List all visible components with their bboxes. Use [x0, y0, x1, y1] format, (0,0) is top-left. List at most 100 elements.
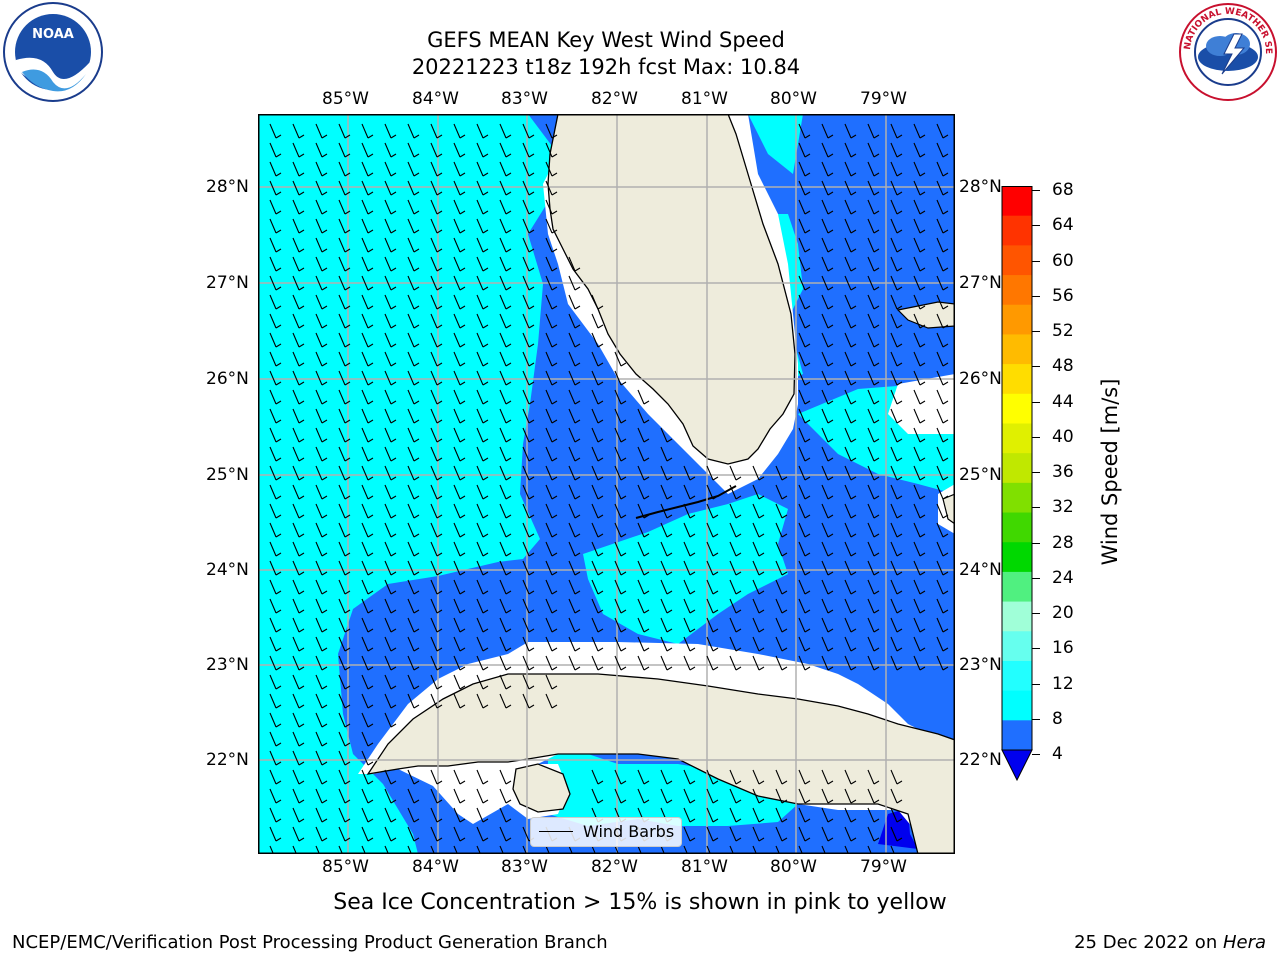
wind-barb: [683, 636, 696, 652]
wind-speed-map[interactable]: Wind Barbs: [258, 114, 955, 854]
wind-barb: [384, 446, 397, 462]
wind-barb: [890, 389, 903, 405]
wind-barb: [775, 579, 788, 595]
wind-barb: [384, 351, 397, 367]
wind-barb: [683, 807, 696, 823]
colorbar-segment: [1002, 423, 1032, 454]
wind-barb: [361, 256, 374, 272]
wind-barb: [315, 579, 328, 595]
wind-barb: [890, 275, 903, 291]
wind-barb: [476, 579, 489, 595]
wind-barb: [269, 465, 282, 481]
wind-barb: [315, 294, 328, 310]
wind-barb: [867, 332, 880, 348]
wind-barb: [890, 408, 903, 424]
wind-barb: [476, 826, 489, 842]
wind-barb: [568, 484, 581, 500]
wind-barb: [292, 807, 305, 823]
wind-barb: [269, 598, 282, 614]
wind-barb: [384, 465, 397, 481]
wind-barb: [729, 788, 742, 804]
wind-barb: [637, 484, 650, 500]
lat-label-right: 25°N: [959, 465, 1002, 485]
wind-barb: [775, 807, 788, 823]
wind-barb: [338, 351, 351, 367]
wind-barb: [752, 541, 765, 557]
wind-barb: [522, 256, 535, 272]
wind-barb: [545, 389, 558, 405]
wind-barb: [315, 693, 328, 709]
wind-barb: [798, 522, 811, 538]
wind-barb: [890, 446, 903, 462]
wind-barb: [407, 237, 420, 253]
wind-barb: [936, 275, 949, 291]
wind-barb: [499, 389, 512, 405]
wind-barb: [890, 598, 903, 614]
wind-barb: [522, 218, 535, 234]
wind-barb: [844, 275, 857, 291]
wind-barb: [591, 446, 604, 462]
wind-barb: [683, 522, 696, 538]
wind-barb: [798, 332, 811, 348]
wind-barb: [315, 617, 328, 633]
wind-barb: [292, 826, 305, 842]
wind-barb: [798, 826, 811, 842]
wind-barb: [867, 465, 880, 481]
lon-label-bottom: 81°W: [681, 857, 728, 877]
wind-barb: [752, 807, 765, 823]
wind-barb: [798, 446, 811, 462]
wind-barb: [890, 560, 903, 576]
wind-barb: [453, 788, 466, 804]
wind-barb: [568, 598, 581, 614]
wind-barb: [545, 693, 558, 709]
wind-barb: [844, 788, 857, 804]
wind-barb: [338, 807, 351, 823]
wind-barb: [292, 674, 305, 690]
wind-barb: [476, 693, 489, 709]
wind-barb: [315, 712, 328, 728]
wind-barb: [269, 256, 282, 272]
wind-barb: [407, 788, 420, 804]
wind-barb: [867, 427, 880, 443]
wind-barb: [292, 769, 305, 785]
wind-barb: [614, 617, 627, 633]
wind-barb: [499, 294, 512, 310]
wind-barb: [614, 351, 627, 367]
wind-barb: [522, 579, 535, 595]
wind-barb: [890, 313, 903, 329]
wind-barb: [706, 465, 719, 481]
wind-barb: [775, 541, 788, 557]
wind-barb: [292, 332, 305, 348]
wind-barb: [499, 769, 512, 785]
wind-barb: [361, 541, 374, 557]
wind-barb: [890, 541, 903, 557]
wind-barb: [867, 826, 880, 842]
wind-barb: [706, 788, 719, 804]
wind-barb: [361, 788, 374, 804]
wind-barb: [361, 161, 374, 177]
florida-keys: [635, 485, 737, 519]
wind-barb: [844, 294, 857, 310]
wind-barb: [269, 674, 282, 690]
wind-barb: [476, 522, 489, 538]
wind-barb: [269, 408, 282, 424]
wind-barb: [269, 769, 282, 785]
wind-barb: [844, 370, 857, 386]
colorbar-segment: [1002, 660, 1032, 692]
wind-barb: [476, 541, 489, 557]
wind-barb: [338, 123, 351, 139]
nws-logo: NATIONAL WEATHER SERVICE: [1175, 0, 1278, 102]
wind-barb: [522, 598, 535, 614]
wind-barb: [568, 655, 581, 671]
wind-barb: [890, 807, 903, 823]
wind-barb: [499, 484, 512, 500]
wind-barb: [269, 142, 282, 158]
wind-barb: [338, 655, 351, 671]
wind-barb: [775, 655, 788, 671]
wind-barb: [821, 123, 834, 139]
bahamas-islands: [942, 493, 955, 525]
wind-barb: [798, 389, 811, 405]
wind-barb: [476, 674, 489, 690]
wind-barb: [522, 142, 535, 158]
wind-barb: [591, 313, 604, 329]
